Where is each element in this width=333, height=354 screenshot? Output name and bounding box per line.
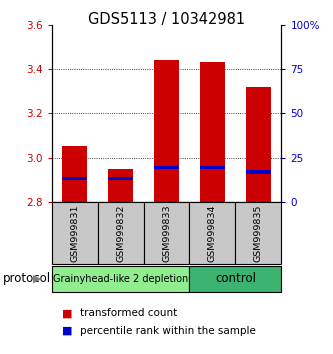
Bar <box>200 62 225 202</box>
Text: ■: ■ <box>62 326 72 336</box>
Bar <box>98 202 144 264</box>
Bar <box>154 60 179 202</box>
Bar <box>62 147 87 202</box>
Text: percentile rank within the sample: percentile rank within the sample <box>80 326 256 336</box>
Text: GSM999835: GSM999835 <box>254 204 263 262</box>
Text: ■: ■ <box>62 308 72 318</box>
Bar <box>154 166 179 169</box>
Text: transformed count: transformed count <box>80 308 177 318</box>
Text: GSM999832: GSM999832 <box>116 204 125 262</box>
Bar <box>52 202 98 264</box>
Text: GSM999834: GSM999834 <box>208 204 217 262</box>
Bar <box>235 202 281 264</box>
Text: ▶: ▶ <box>33 274 41 284</box>
Bar <box>189 266 281 292</box>
Text: protocol: protocol <box>3 273 52 285</box>
Bar <box>189 202 235 264</box>
Bar <box>108 177 133 181</box>
Text: GDS5113 / 10342981: GDS5113 / 10342981 <box>88 12 245 27</box>
Text: GSM999831: GSM999831 <box>70 204 79 262</box>
Text: Grainyhead-like 2 depletion: Grainyhead-like 2 depletion <box>53 274 188 284</box>
Bar <box>246 87 271 202</box>
Bar <box>108 169 133 202</box>
Bar <box>62 177 87 181</box>
Bar <box>200 166 225 169</box>
Bar <box>246 170 271 174</box>
Bar <box>144 202 189 264</box>
Text: control: control <box>215 272 256 285</box>
Text: GSM999833: GSM999833 <box>162 204 171 262</box>
Bar <box>52 266 189 292</box>
